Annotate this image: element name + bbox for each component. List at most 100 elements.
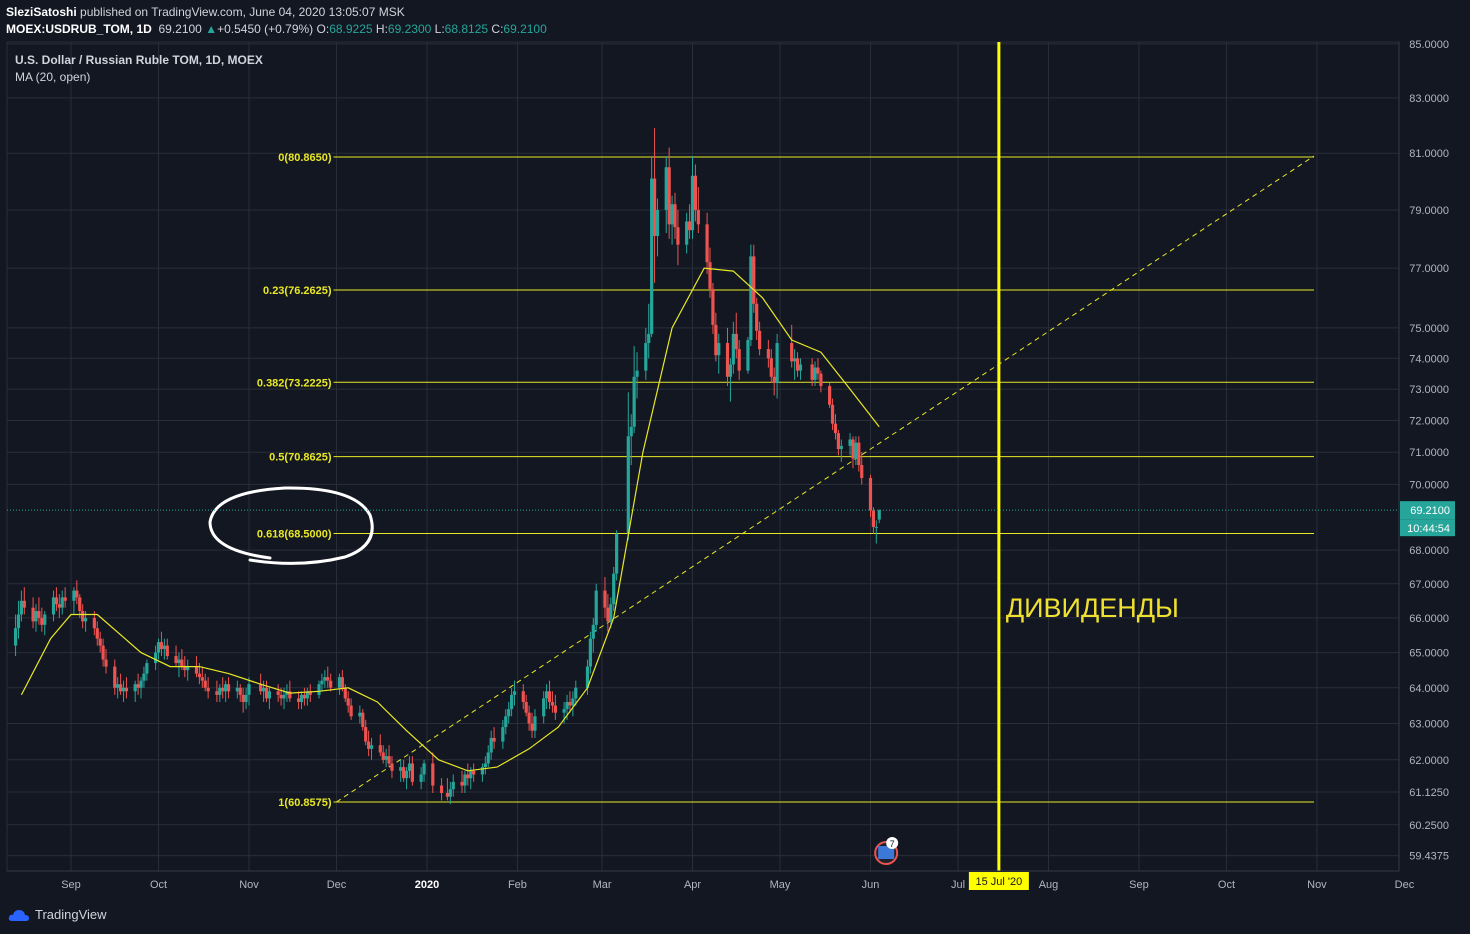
candle bbox=[463, 770, 467, 793]
candle-body bbox=[367, 741, 371, 749]
candle-body bbox=[667, 167, 671, 225]
candle bbox=[308, 684, 312, 702]
candle-body bbox=[343, 687, 347, 699]
candle-body bbox=[816, 367, 820, 374]
price-change: +0.5450 (+0.79%) bbox=[217, 22, 314, 36]
close-label: C: bbox=[491, 22, 504, 36]
candle bbox=[790, 324, 794, 368]
candle bbox=[585, 659, 590, 695]
candle-body bbox=[635, 370, 639, 377]
candle bbox=[124, 677, 129, 699]
price-tick-label: 71.0000 bbox=[1409, 447, 1449, 459]
candle-body bbox=[95, 628, 99, 639]
high-label: H: bbox=[375, 22, 388, 36]
candle-body bbox=[472, 770, 476, 775]
candle-body bbox=[594, 590, 598, 625]
candle bbox=[632, 346, 636, 434]
fibonacci-retracement[interactable]: 0(80.8650) 0.23(76.2625) 0.382(73.2225) 0.5… bbox=[257, 152, 1314, 809]
candle-body bbox=[317, 684, 321, 695]
candle-body bbox=[31, 607, 35, 622]
candle bbox=[772, 367, 776, 396]
candle-body bbox=[282, 694, 286, 699]
candle-body bbox=[828, 386, 832, 405]
candle-body bbox=[571, 698, 575, 706]
candle bbox=[288, 680, 292, 702]
candle bbox=[647, 303, 651, 359]
candle bbox=[142, 666, 146, 688]
price-tick-label: 72.0000 bbox=[1409, 415, 1449, 427]
tradingview-logo[interactable]: TradingView bbox=[8, 907, 107, 922]
candle bbox=[492, 727, 496, 749]
candle-body bbox=[574, 687, 578, 699]
candle-body bbox=[113, 666, 117, 688]
candle-body bbox=[509, 694, 514, 710]
chart-title: U.S. Dollar / Russian Ruble TOM, 1D, MOE… bbox=[15, 53, 263, 67]
time-tick-label: Sep bbox=[61, 879, 81, 891]
candle-body bbox=[302, 694, 307, 699]
candle-body bbox=[200, 677, 204, 681]
candle-body bbox=[615, 533, 619, 574]
candle-body bbox=[381, 752, 385, 760]
price-tick-label: 64.0000 bbox=[1409, 683, 1449, 695]
candle bbox=[119, 673, 123, 695]
candle bbox=[746, 336, 750, 374]
candle-body bbox=[439, 785, 444, 793]
candle bbox=[588, 631, 592, 674]
author-name[interactable]: SleziSatoshi bbox=[6, 5, 77, 19]
candle-body bbox=[162, 645, 166, 650]
candle-body bbox=[588, 638, 592, 667]
candle bbox=[387, 745, 391, 768]
candle bbox=[527, 705, 531, 731]
trendline[interactable] bbox=[336, 155, 1315, 803]
fib-level-label: 0.23(76.2625) bbox=[263, 285, 332, 297]
up-arrow-icon: ▲ bbox=[205, 22, 218, 36]
candle bbox=[121, 680, 126, 702]
price-tick-label: 68.0000 bbox=[1409, 545, 1449, 557]
candle bbox=[828, 382, 832, 408]
time-tick-label: May bbox=[770, 879, 791, 891]
countdown-tag: 10:44:54 bbox=[1407, 523, 1450, 535]
candle bbox=[75, 580, 79, 605]
time-tick-label: Nov bbox=[239, 879, 259, 891]
candles bbox=[13, 128, 881, 805]
candle bbox=[317, 680, 321, 699]
candle bbox=[40, 607, 44, 632]
time-axis[interactable]: Sep Oct Nov Dec 2020 Feb Mar Apr May Jun Jul Aug Sep… bbox=[7, 870, 1415, 891]
candle bbox=[466, 763, 470, 786]
candle-body bbox=[206, 687, 210, 692]
candle bbox=[857, 436, 861, 472]
candle bbox=[483, 756, 487, 775]
candle bbox=[19, 590, 23, 622]
candle bbox=[848, 433, 852, 456]
candle bbox=[145, 659, 149, 681]
candle-body bbox=[156, 642, 161, 653]
candle bbox=[431, 752, 435, 793]
dividend-label: ДИВИДЕНДЫ bbox=[1006, 593, 1179, 623]
candle-body bbox=[670, 204, 674, 225]
price-chart[interactable]: 0(80.8650) 0.23(76.2625) 0.382(73.2225) 0.5… bbox=[0, 0, 1470, 900]
price-axis[interactable]: 85.0000 83.0000 81.0000 79.0000 77.0000 75.00… bbox=[1398, 39, 1455, 871]
candle bbox=[667, 147, 671, 239]
candle-body bbox=[224, 684, 228, 692]
candle-body bbox=[180, 659, 184, 667]
fib-level-label: 0.382(73.2225) bbox=[257, 377, 332, 389]
candle-body bbox=[16, 614, 21, 629]
countdown-badge bbox=[1400, 519, 1455, 537]
candle bbox=[113, 659, 117, 695]
candle bbox=[480, 763, 485, 782]
candle-body bbox=[813, 367, 817, 380]
candle bbox=[509, 687, 514, 717]
open-label: O: bbox=[316, 22, 330, 36]
candle bbox=[221, 677, 225, 699]
candle-body bbox=[711, 288, 715, 325]
candle bbox=[606, 593, 610, 632]
candle bbox=[133, 680, 137, 702]
candle-body bbox=[104, 659, 108, 667]
candle-body bbox=[165, 645, 169, 657]
candle-body bbox=[22, 600, 26, 608]
candle bbox=[51, 590, 56, 622]
price-tick-label: 63.0000 bbox=[1409, 718, 1449, 730]
publish-header: SleziSatoshi published on TradingView.co… bbox=[6, 4, 547, 38]
candle-body bbox=[568, 701, 572, 706]
candle-body bbox=[346, 698, 350, 706]
